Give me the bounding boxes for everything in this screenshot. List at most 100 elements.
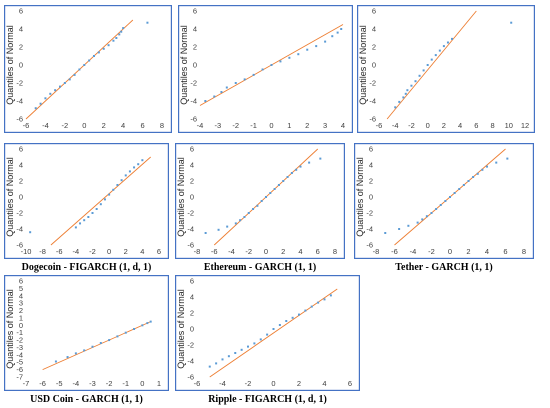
y-tick-label: 5 xyxy=(19,284,23,293)
qq-point xyxy=(124,174,127,177)
qq-point xyxy=(449,196,451,198)
y-tick-label: 6 xyxy=(372,7,376,16)
y-tick-label: -6 xyxy=(369,115,376,124)
y-tick-label: 4 xyxy=(372,25,376,34)
qq-point xyxy=(291,316,294,319)
qq-point xyxy=(495,161,498,164)
qq-point xyxy=(87,216,90,218)
y-tick-label: 4 xyxy=(19,25,23,34)
qq-point xyxy=(331,35,334,38)
qq-point xyxy=(247,212,250,214)
qq-point xyxy=(243,78,246,81)
x-tick-label: -6 xyxy=(56,247,63,256)
y-tick-label: -4 xyxy=(16,225,23,234)
x-tick-label: -6 xyxy=(23,121,30,130)
qq-point xyxy=(247,345,249,348)
x-tick-label: -1 xyxy=(122,379,129,388)
reference-line xyxy=(42,321,151,371)
y-tick-label: 4 xyxy=(369,161,373,170)
x-tick-label: 2 xyxy=(305,121,309,130)
qq-point xyxy=(49,92,52,95)
qq-point xyxy=(128,170,131,173)
qq-point xyxy=(227,355,230,358)
qq-point xyxy=(414,80,417,83)
qq-plot-panel-2: Quantiles of Normal -6 -4 -2 0 2 4 6 -4 -3 -2 -1 0 1 2… xyxy=(178,5,354,134)
qq-point xyxy=(44,97,47,100)
qq-point xyxy=(99,342,102,345)
y-tick-label: 6 xyxy=(190,277,194,286)
panel-frame xyxy=(175,143,346,260)
y-tick-label: -6 xyxy=(366,241,373,250)
y-tick-label: -7 xyxy=(16,373,23,382)
caption-dogecoin: Dogecoin - FIGARCH (1, d, 1) xyxy=(21,262,152,273)
qq-plot-panel-tether: Quantiles of Normal -6 -4 -2 0 2 4 6 -8 -6 -4 -2 0 2 4… xyxy=(354,143,535,260)
y-tick-label: 0 xyxy=(190,325,194,334)
y-axis-label: Quantiles of Normal xyxy=(176,289,186,369)
y-tick-label: 0 xyxy=(19,193,23,202)
x-tick-label: -5 xyxy=(56,379,63,388)
qq-point xyxy=(317,301,320,304)
qq-point xyxy=(310,305,313,308)
qq-point xyxy=(273,188,276,190)
panel-frame xyxy=(4,5,173,134)
qq-point xyxy=(323,298,326,301)
qq-plot-panel-3: Quantiles of Normal -6 -4 -2 0 2 4 6 -6 -4 -2 0 2 4 6 8… xyxy=(357,5,536,134)
y-tick-label: -2 xyxy=(190,79,197,88)
y-tick-label: 2 xyxy=(190,309,194,318)
x-tick-label: -2 xyxy=(245,247,252,256)
y-tick-label: -1 xyxy=(16,328,23,337)
y-tick-label: -2 xyxy=(16,209,23,218)
qq-point xyxy=(426,64,429,66)
y-tick-label: 0 xyxy=(19,321,23,330)
qq-point xyxy=(434,54,437,57)
y-tick-label: 2 xyxy=(193,43,197,52)
qq-point xyxy=(425,215,428,218)
panel-frame xyxy=(4,143,170,260)
qq-point xyxy=(91,345,94,348)
qq-point xyxy=(133,166,136,169)
x-tick-label: -7 xyxy=(23,379,30,388)
y-tick-label: -2 xyxy=(366,209,373,218)
y-tick-label: -4 xyxy=(369,97,376,106)
qq-point xyxy=(217,228,220,231)
x-tick-label: 3 xyxy=(323,121,327,130)
y-tick-label: -5 xyxy=(16,358,23,367)
qq-point xyxy=(265,196,267,198)
y-tick-label: 0 xyxy=(369,193,373,202)
x-tick-label: 4 xyxy=(485,247,489,256)
x-tick-label: -4 xyxy=(73,247,80,256)
qq-point xyxy=(421,218,424,221)
qq-point xyxy=(266,333,269,336)
qq-point xyxy=(120,179,123,182)
qq-point xyxy=(91,212,94,214)
qq-point xyxy=(108,193,111,196)
panel-frame xyxy=(178,5,354,134)
qq-point xyxy=(446,41,449,44)
reference-line xyxy=(50,156,151,246)
y-tick-label: -3 xyxy=(16,343,23,352)
x-tick-label: -6 xyxy=(194,379,201,388)
y-axis-label: Quantiles of Normal xyxy=(5,25,15,105)
y-tick-label: -2 xyxy=(187,209,194,218)
y-tick-label: -4 xyxy=(187,225,194,234)
x-tick-label: 1 xyxy=(287,121,291,130)
x-tick-label: 0 xyxy=(264,247,268,256)
x-tick-label: 0 xyxy=(82,121,86,130)
y-tick-label: -4 xyxy=(366,225,373,234)
x-tick-label: 8 xyxy=(522,247,526,256)
x-tick-label: -3 xyxy=(215,121,222,130)
qq-point xyxy=(336,31,339,34)
qq-point xyxy=(306,48,309,51)
qq-point xyxy=(226,225,229,228)
qq-point xyxy=(83,349,86,352)
y-tick-label: -6 xyxy=(187,241,194,250)
x-tick-label: -8 xyxy=(373,247,380,256)
x-tick-label: -2 xyxy=(245,379,252,388)
qq-point xyxy=(285,320,288,322)
qq-point xyxy=(63,82,66,84)
qq-point xyxy=(295,168,298,171)
qq-point xyxy=(279,60,282,63)
x-tick-label: -4 xyxy=(197,121,204,130)
qq-point xyxy=(112,39,115,42)
